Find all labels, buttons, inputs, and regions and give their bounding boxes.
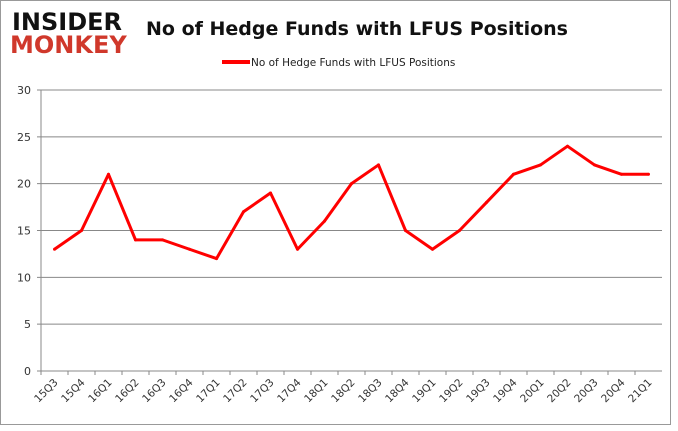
data-point xyxy=(161,238,164,242)
logo-line2: MONKEY xyxy=(10,31,127,59)
data-point xyxy=(323,219,326,223)
data-point xyxy=(269,191,272,195)
data-point xyxy=(458,229,461,232)
data-point xyxy=(512,172,515,176)
chart-border xyxy=(0,0,671,425)
data-point xyxy=(539,163,542,167)
data-point xyxy=(242,210,245,214)
logo-line1: INSIDER xyxy=(12,8,122,36)
y-tick-label: 30 xyxy=(17,84,31,97)
data-point xyxy=(485,200,488,204)
data-point xyxy=(107,172,110,176)
data-point xyxy=(80,229,83,232)
data-point xyxy=(350,182,353,186)
data-point xyxy=(431,247,434,251)
y-tick-label: 25 xyxy=(17,131,31,144)
y-tick-label: 20 xyxy=(17,178,31,191)
data-point xyxy=(188,247,191,251)
logo: INSIDER MONKEY xyxy=(10,8,127,59)
data-point xyxy=(296,247,299,251)
y-tick-label: 10 xyxy=(17,271,31,284)
y-tick-label: 0 xyxy=(24,365,31,378)
chart-title: No of Hedge Funds with LFUS Positions xyxy=(146,18,568,40)
legend: No of Hedge Funds with LFUS Positions xyxy=(222,57,455,69)
data-point xyxy=(593,163,596,167)
data-point xyxy=(215,257,218,261)
data-point xyxy=(647,172,650,176)
data-point xyxy=(620,172,623,176)
legend-label: No of Hedge Funds with LFUS Positions xyxy=(251,57,455,69)
data-point xyxy=(53,247,56,251)
y-tick-label: 15 xyxy=(17,225,31,238)
data-point xyxy=(134,238,137,242)
data-point xyxy=(566,144,569,148)
data-point xyxy=(377,163,380,167)
y-tick-label: 5 xyxy=(24,318,31,331)
data-point xyxy=(404,229,407,232)
